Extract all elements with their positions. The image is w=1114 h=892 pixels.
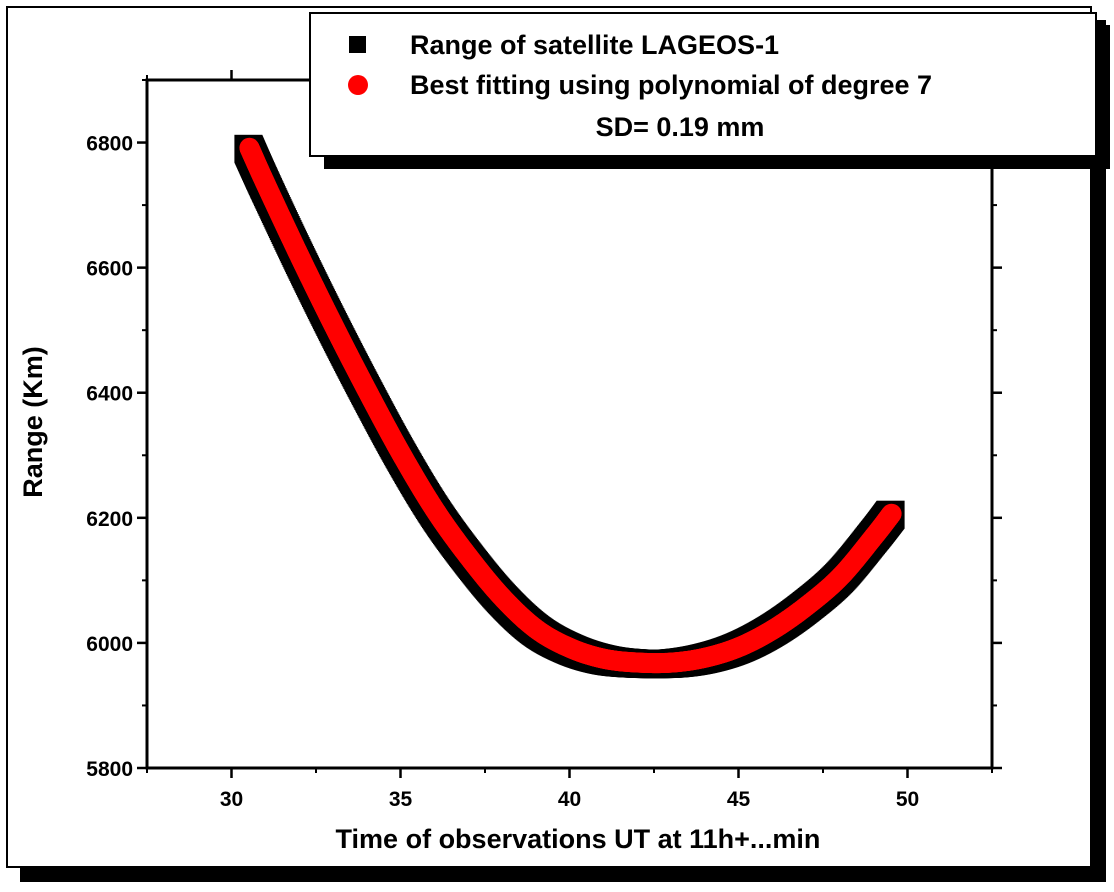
legend-box: [309, 12, 1097, 157]
legend-label-fit: Best fitting using polynomial of degree …: [410, 70, 932, 100]
legend-label-range: Range of satellite LAGEOS-1: [410, 30, 779, 60]
x-tick-label: 45: [727, 788, 751, 811]
legend-marker-circle: [348, 75, 368, 95]
legend-marker-square: [349, 36, 366, 53]
legend-note-sd: SD= 0.19 mm: [596, 112, 765, 142]
x-tick-label: 50: [896, 788, 919, 811]
y-tick-label: 5800: [86, 758, 133, 781]
y-tick-label: 6200: [86, 508, 133, 531]
x-axis-title: Time of observations UT at 11h+...min: [336, 824, 821, 854]
fit-point: [881, 503, 902, 524]
x-tick-label: 30: [220, 788, 243, 811]
y-axis-title: Range (Km): [18, 346, 48, 498]
series-fit-curve: [239, 137, 902, 674]
y-axis-ticks: 5800 6000 6200 6400 6600 6800: [86, 79, 1002, 781]
y-tick-label: 6000: [86, 633, 133, 656]
legend: Range of satellite LAGEOS-1 Best fitting…: [309, 12, 1110, 169]
x-tick-label: 40: [558, 788, 581, 811]
x-tick-label: 35: [389, 788, 413, 811]
y-tick-label: 6600: [86, 258, 133, 281]
y-tick-label: 6800: [86, 133, 133, 156]
y-tick-label: 6400: [86, 383, 133, 406]
